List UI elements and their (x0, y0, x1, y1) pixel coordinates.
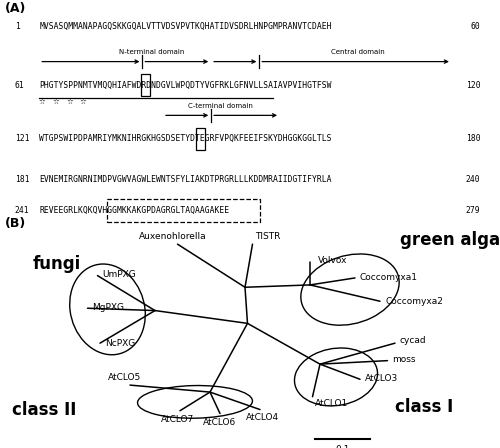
Text: NcPXG: NcPXG (105, 339, 135, 348)
Text: 61: 61 (15, 81, 24, 90)
Text: WTGPSWIPDPAMRIYMKNIHRGKHGSDSETYDTEGRFVPQKFEEIFSKYDHGGKGGLTLS: WTGPSWIPDPAMRIYMKNIHRGKHGSDSETYDTEGRFVPQ… (40, 134, 332, 143)
Text: fungi: fungi (32, 255, 81, 273)
Text: N-terminal domain: N-terminal domain (120, 49, 184, 55)
Text: Coccomyxa2: Coccomyxa2 (385, 297, 443, 306)
Text: 120: 120 (466, 81, 480, 90)
Text: UmPXG: UmPXG (102, 270, 136, 279)
Text: class II: class II (12, 401, 77, 418)
Bar (196, 128, 205, 150)
Text: PHGTYSPPNMTVMQQHIAFWDRDNDGVLWPQDTYVGFRKLGFNVLLSAIAVPVIHGTFSW: PHGTYSPPNMTVMQQHIAFWDRDNDGVLWPQDTYVGFRKL… (40, 81, 332, 90)
Text: 240: 240 (466, 175, 480, 184)
Text: class I: class I (395, 398, 453, 416)
Text: Coccomyxa1: Coccomyxa1 (360, 273, 418, 282)
Text: AtCLO5: AtCLO5 (108, 373, 142, 382)
Text: 241: 241 (15, 206, 30, 215)
Text: MVSASQMMANAPAGQSKKGQALVTTVDSVPVTKQHATIDVSDRLHNPGMPRANVTCDAEH: MVSASQMMANAPAGQSKKGQALVTTVDSVPVTKQHATIDV… (40, 22, 332, 31)
Text: green algae: green algae (400, 231, 500, 249)
Text: ☆: ☆ (80, 97, 86, 107)
Text: 121: 121 (15, 134, 30, 143)
Text: ☆: ☆ (38, 97, 46, 107)
Text: AtCLO4: AtCLO4 (246, 413, 279, 422)
Text: 60: 60 (470, 22, 480, 31)
Text: 180: 180 (466, 134, 480, 143)
Text: ☆: ☆ (52, 97, 59, 107)
Text: AtCLO7: AtCLO7 (161, 415, 194, 424)
Text: EVNEMIRGNRNIMDPVGWVAGWLEWNTSFYLIAKDTPRGRLLLKDDMRAIIDGTIFYRLA: EVNEMIRGNRNIMDPVGWVAGWLEWNTSFYLIAKDTPRGR… (40, 175, 332, 184)
Text: C-terminal domain: C-terminal domain (188, 103, 253, 109)
Bar (142, 74, 150, 96)
Text: 1: 1 (15, 22, 20, 31)
Text: Auxenohlorella: Auxenohlorella (138, 232, 206, 241)
Bar (108, 199, 260, 222)
Text: AtCLO1: AtCLO1 (315, 399, 348, 408)
Text: Central domain: Central domain (331, 49, 384, 55)
Text: Volvox: Volvox (318, 256, 347, 265)
Text: 181: 181 (15, 175, 30, 184)
Text: REVEEGRLKQKQVHGGMKKAKGPDAGRGLTAQAAGAKEE: REVEEGRLKQKQVHGGMKKAKGPDAGRGLTAQAAGAKEE (40, 206, 230, 215)
Text: AtCLO3: AtCLO3 (365, 374, 398, 383)
Text: AtCLO6: AtCLO6 (204, 418, 236, 426)
Text: (A): (A) (5, 2, 26, 15)
Text: cycad: cycad (400, 336, 426, 345)
Text: (B): (B) (5, 217, 26, 230)
Text: ☆: ☆ (66, 97, 73, 107)
Text: 0.1: 0.1 (336, 444, 349, 448)
Text: TISTR: TISTR (255, 232, 280, 241)
Text: 279: 279 (466, 206, 480, 215)
Text: MgPXG: MgPXG (92, 302, 124, 311)
Text: moss: moss (392, 355, 416, 364)
